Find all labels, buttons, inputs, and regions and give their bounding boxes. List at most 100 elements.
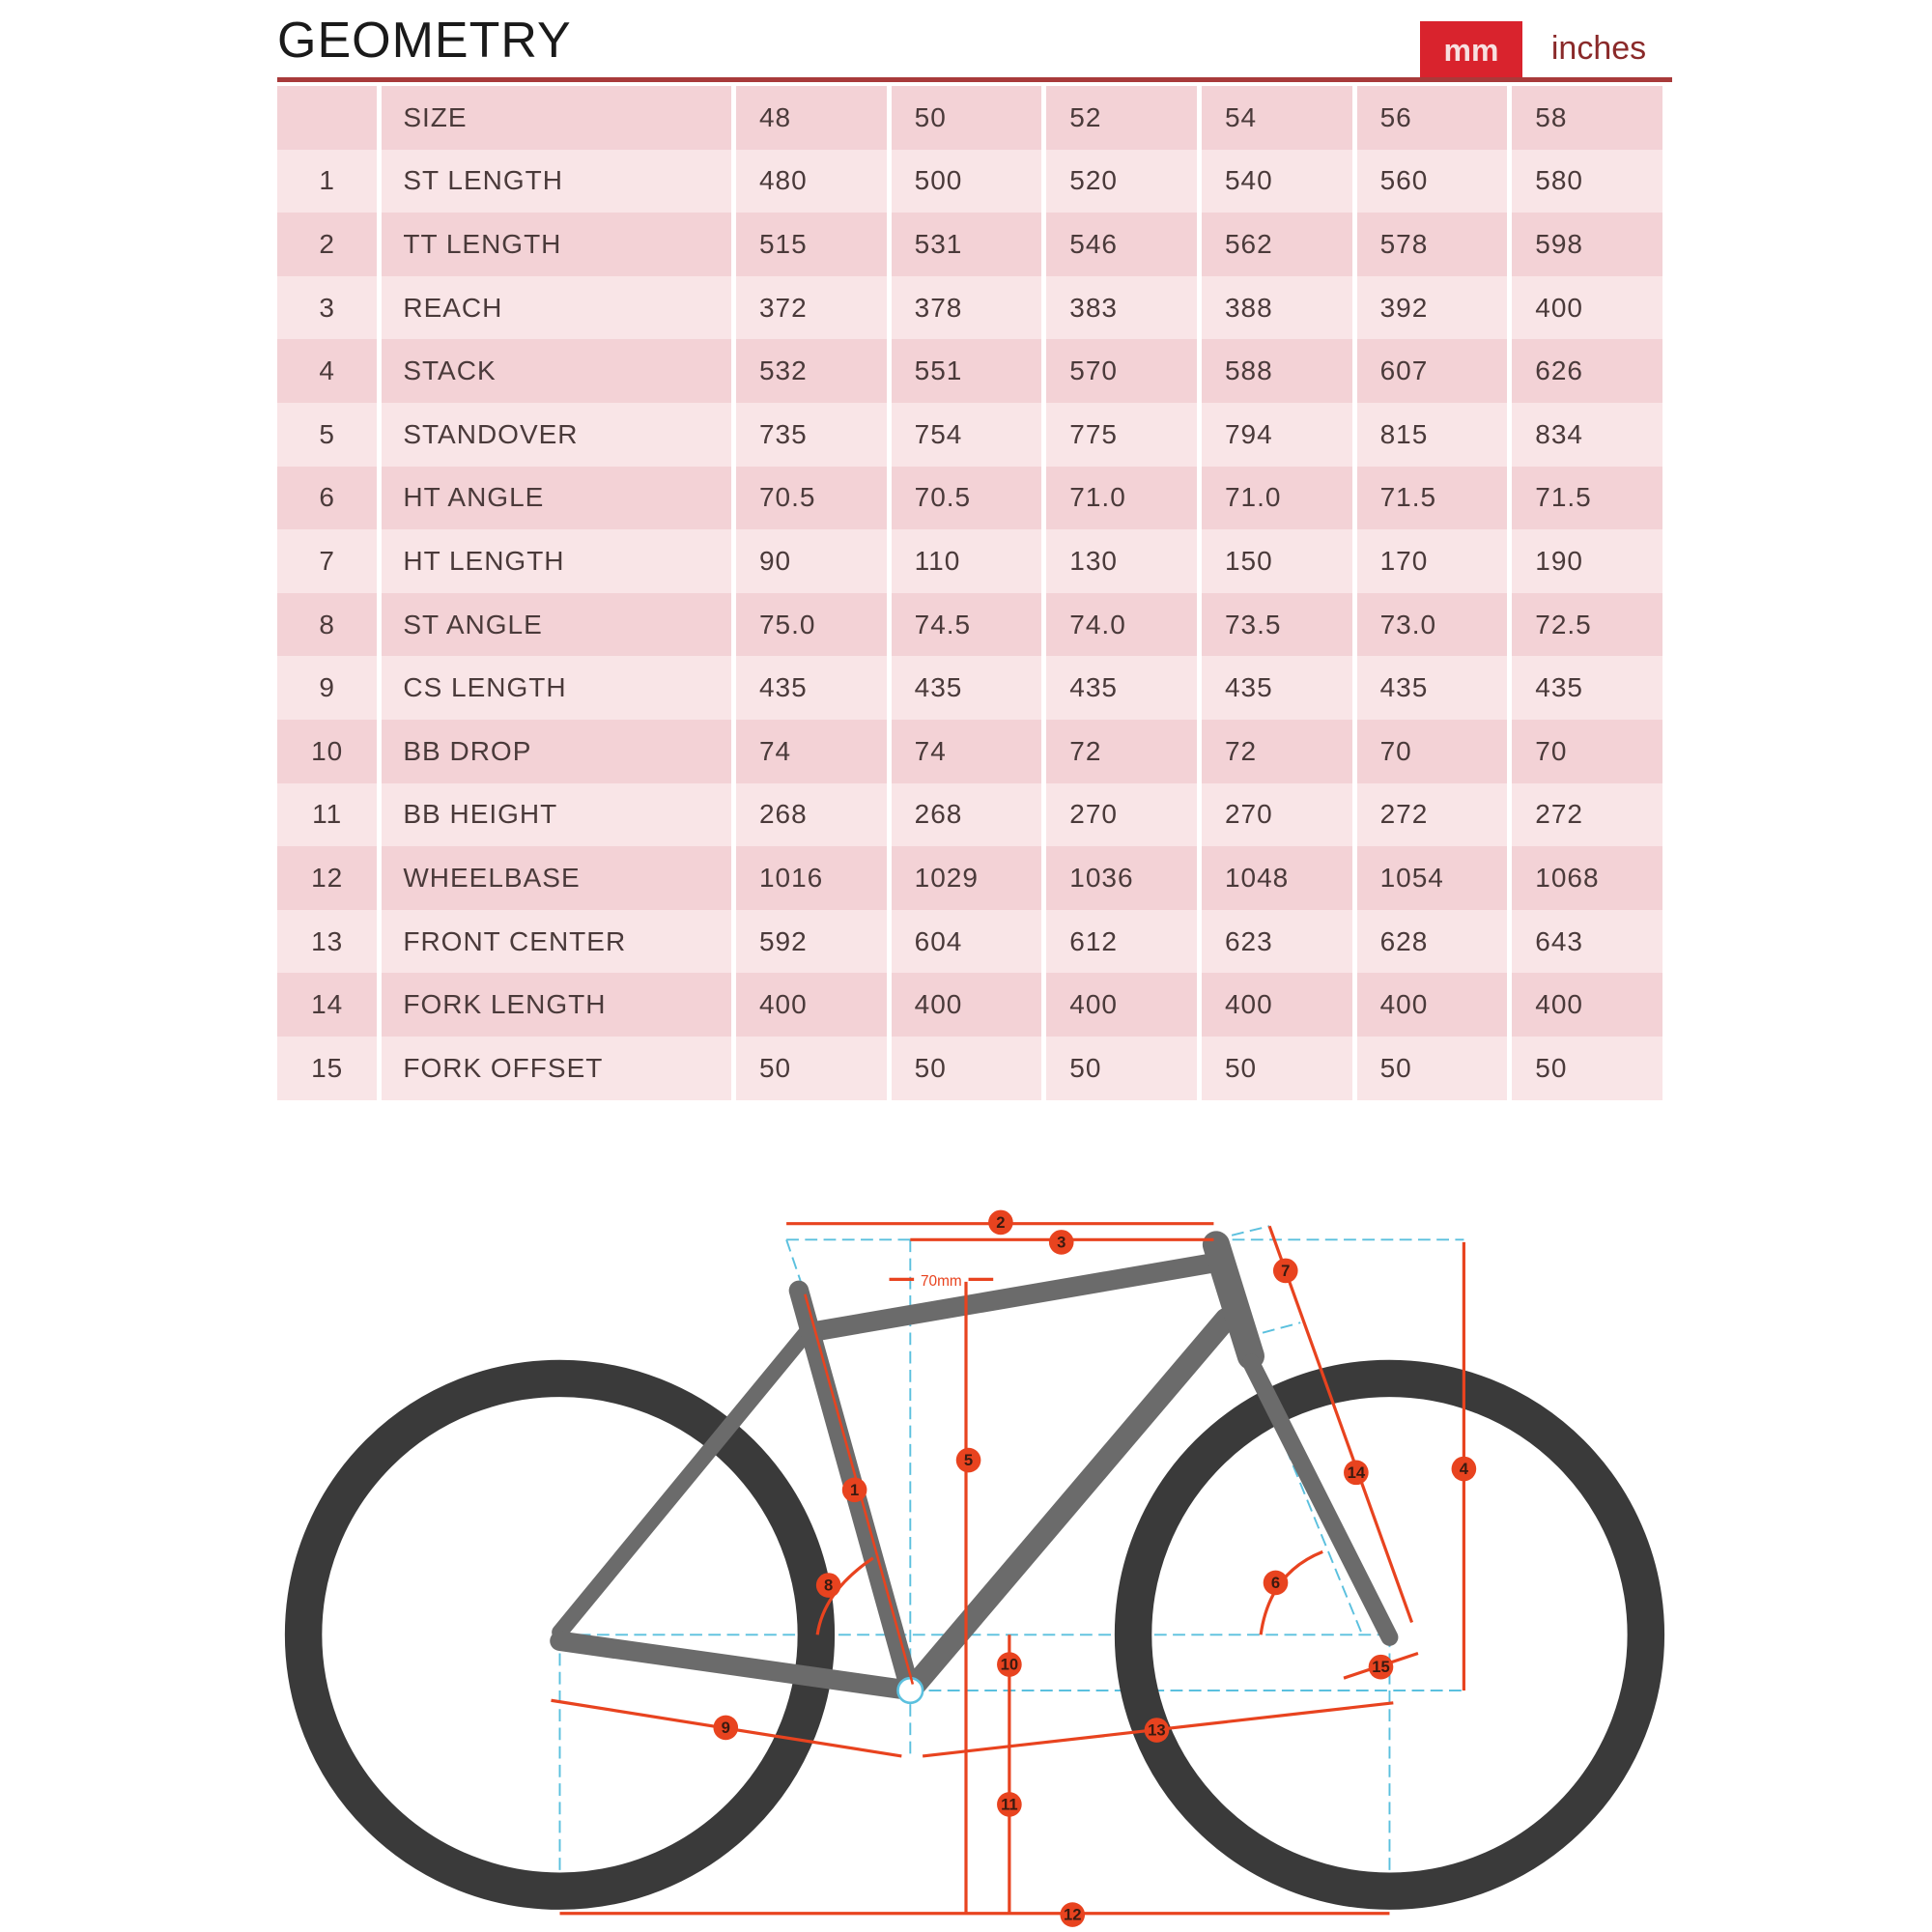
unit-tab-mm[interactable]: mm <box>1420 21 1522 79</box>
row-value: 1048 <box>1201 846 1352 910</box>
row-value: 130 <box>1046 529 1197 593</box>
row-value: 643 <box>1512 909 1662 974</box>
row-value: 50 <box>1201 1036 1352 1100</box>
row-value: 400 <box>1512 275 1662 340</box>
marker-label: 7 <box>1281 1262 1290 1280</box>
unit-tab-inches[interactable]: inches <box>1550 29 1647 67</box>
marker-label: 13 <box>1148 1721 1166 1740</box>
row-value: 400 <box>1356 973 1508 1037</box>
row-value: 70.5 <box>735 466 887 530</box>
row-number: 15 <box>277 1036 378 1100</box>
row-label: BB HEIGHT <box>382 782 731 847</box>
dimension-marker-5: 5 <box>955 1447 981 1473</box>
dimension-marker-9: 9 <box>713 1715 739 1741</box>
row-value: 531 <box>891 213 1042 276</box>
header-number-cell <box>277 86 378 150</box>
row-value: 50 <box>1356 1036 1508 1100</box>
seat-stay <box>552 1322 816 1641</box>
row-value: 1068 <box>1512 846 1662 910</box>
table-row: 12 WHEELBASE 1016 1029 1036 1048 1054 1068 <box>277 846 1662 910</box>
row-value: 392 <box>1356 275 1508 340</box>
row-value: 388 <box>1201 275 1352 340</box>
row-number: 2 <box>277 213 378 276</box>
row-value: 551 <box>891 339 1042 403</box>
table-row: 4 STACK 532 551 570 588 607 626 <box>277 339 1662 403</box>
table-row: 11 BB HEIGHT 268 268 270 270 272 272 <box>277 782 1662 847</box>
row-value: 562 <box>1201 213 1352 276</box>
table-row: 14 FORK LENGTH 400 400 400 400 400 400 <box>277 973 1662 1037</box>
row-value: 520 <box>1046 149 1197 213</box>
row-number: 6 <box>277 466 378 530</box>
row-value: 74.5 <box>891 592 1042 657</box>
row-value: 400 <box>1046 973 1197 1037</box>
row-value: 70.5 <box>891 466 1042 530</box>
row-label: ST LENGTH <box>382 149 731 213</box>
row-value: 74 <box>735 719 887 783</box>
row-value: 588 <box>1201 339 1352 403</box>
header-size-48: 48 <box>735 86 887 150</box>
row-value: 540 <box>1201 149 1352 213</box>
row-value: 1029 <box>891 846 1042 910</box>
bottom-bracket <box>896 1676 924 1705</box>
row-value: 435 <box>891 656 1042 720</box>
dimension-marker-15: 15 <box>1368 1654 1394 1680</box>
front-wheel <box>1114 1359 1665 1910</box>
table-row: 15 FORK OFFSET 50 50 50 50 50 50 <box>277 1036 1662 1100</box>
row-value: 73.0 <box>1356 592 1508 657</box>
row-value: 50 <box>1512 1036 1662 1100</box>
dimension-marker-4: 4 <box>1451 1456 1477 1482</box>
table-row: 8 ST ANGLE 75.0 74.5 74.0 73.5 73.0 72.5 <box>277 592 1662 657</box>
marker-label: 3 <box>1057 1233 1065 1251</box>
row-value: 72 <box>1046 719 1197 783</box>
row-value: 190 <box>1512 529 1662 593</box>
row-value: 71.5 <box>1356 466 1508 530</box>
marker-label: 6 <box>1271 1574 1280 1592</box>
row-value: 435 <box>1512 656 1662 720</box>
row-number: 11 <box>277 782 378 847</box>
row-label: STANDOVER <box>382 402 731 467</box>
table-header-row: SIZE 48 50 52 54 56 58 <box>277 86 1662 150</box>
row-value: 74.0 <box>1046 592 1197 657</box>
row-value: 435 <box>1046 656 1197 720</box>
row-value: 560 <box>1356 149 1508 213</box>
row-value: 598 <box>1512 213 1662 276</box>
row-value: 268 <box>891 782 1042 847</box>
row-label: FORK LENGTH <box>382 973 731 1037</box>
header-size-56: 56 <box>1356 86 1508 150</box>
row-label: FORK OFFSET <box>382 1036 731 1100</box>
dimension-lines <box>551 1222 1465 1916</box>
row-number: 14 <box>277 973 378 1037</box>
marker-label: 8 <box>824 1577 833 1595</box>
row-value: 1036 <box>1046 846 1197 910</box>
row-number: 3 <box>277 275 378 340</box>
row-value: 612 <box>1046 909 1197 974</box>
dimension-marker-13: 13 <box>1144 1718 1170 1743</box>
dimension-marker-7: 7 <box>1272 1258 1298 1284</box>
row-label: CS LENGTH <box>382 656 731 720</box>
row-value: 270 <box>1201 782 1352 847</box>
row-value: 71.0 <box>1046 466 1197 530</box>
row-value: 110 <box>891 529 1042 593</box>
row-value: 71.5 <box>1512 466 1662 530</box>
row-value: 70 <box>1356 719 1508 783</box>
row-value: 834 <box>1512 402 1662 467</box>
dimension-marker-11: 11 <box>997 1792 1022 1817</box>
marker-label: 11 <box>1001 1795 1018 1813</box>
row-value: 50 <box>735 1036 887 1100</box>
marker-label: 12 <box>1064 1906 1082 1924</box>
row-value: 735 <box>735 402 887 467</box>
marker-label: 2 <box>996 1213 1005 1232</box>
header-size-50: 50 <box>891 86 1042 150</box>
row-value: 794 <box>1201 402 1352 467</box>
row-value: 1054 <box>1356 846 1508 910</box>
row-value: 546 <box>1046 213 1197 276</box>
table-row: 13 FRONT CENTER 592 604 612 623 628 643 <box>277 909 1662 974</box>
marker-label: 4 <box>1460 1460 1469 1478</box>
row-value: 272 <box>1512 782 1662 847</box>
row-value: 272 <box>1356 782 1508 847</box>
header-size-52: 52 <box>1046 86 1197 150</box>
row-value: 815 <box>1356 402 1508 467</box>
row-value: 50 <box>891 1036 1042 1100</box>
marker-label: 5 <box>964 1451 973 1469</box>
row-number: 12 <box>277 846 378 910</box>
